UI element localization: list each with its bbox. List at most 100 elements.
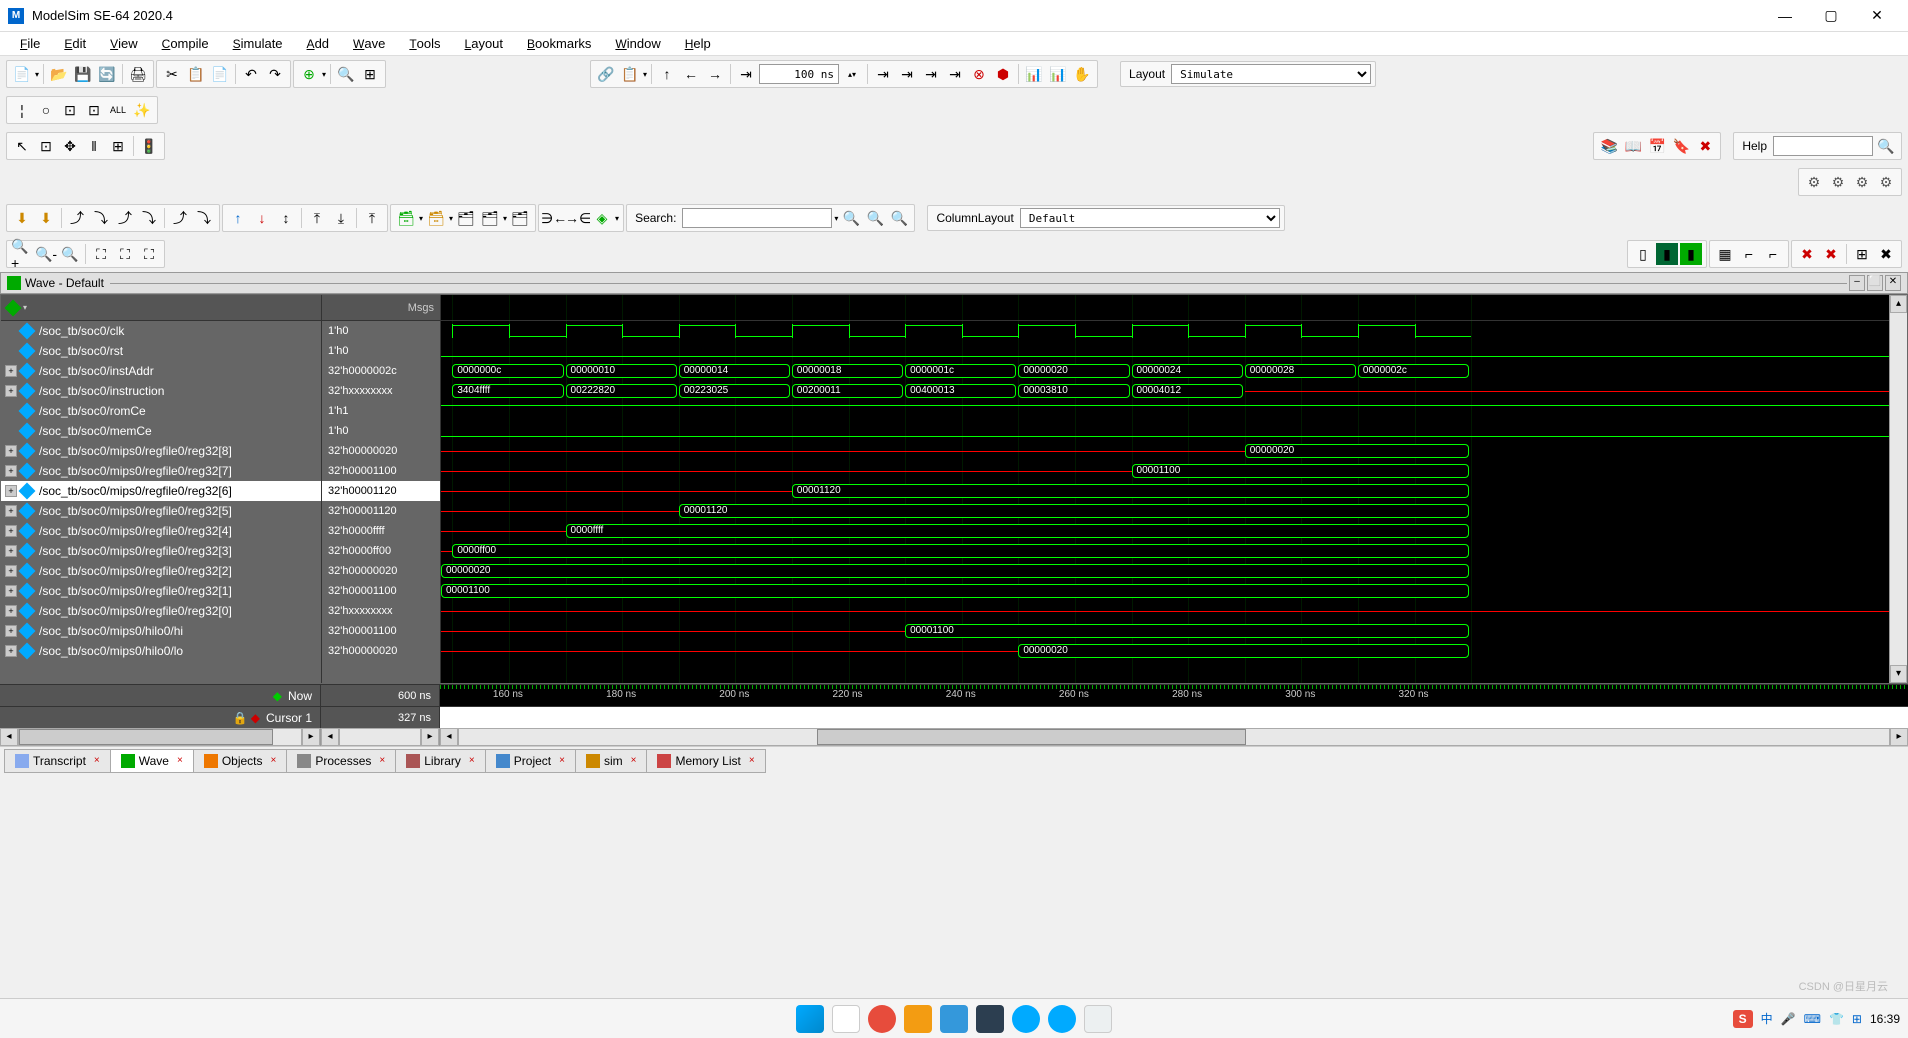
db1-icon[interactable]: 🗃: [395, 207, 417, 229]
help-search[interactable]: [1773, 136, 1873, 156]
tab-close-icon[interactable]: ×: [271, 755, 277, 766]
expand-icon[interactable]: +: [5, 445, 17, 457]
book1-icon[interactable]: 📚: [1598, 135, 1620, 157]
close-button[interactable]: ✕: [1854, 0, 1900, 32]
expand-icon[interactable]: +: [5, 505, 17, 517]
time-input[interactable]: [759, 64, 839, 84]
copy-icon[interactable]: 📋: [185, 63, 207, 85]
cursor-lock-icon[interactable]: 🔒: [233, 711, 247, 725]
gear2-icon[interactable]: ⚙: [1827, 171, 1849, 193]
signal-name-row[interactable]: +/soc_tb/soc0/mips0/regfile0/reg32[2]: [1, 561, 321, 581]
cur2-icon[interactable]: ⬇: [35, 207, 57, 229]
menu-edit[interactable]: Edit: [54, 34, 96, 53]
expand-icon[interactable]: +: [5, 605, 17, 617]
signal-name-row[interactable]: +/soc_tb/soc0/mips0/hilo0/lo: [1, 641, 321, 661]
grid-icon[interactable]: ⊞: [107, 135, 129, 157]
refresh-icon[interactable]: 🔄: [96, 63, 118, 85]
book3-icon[interactable]: 📅: [1646, 135, 1668, 157]
expand-icon[interactable]: +: [5, 485, 17, 497]
edge1-icon[interactable]: ↑: [227, 207, 249, 229]
task-app6-icon[interactable]: [1048, 1005, 1076, 1033]
task-app7-icon[interactable]: [1084, 1005, 1112, 1033]
wave-disp3-icon[interactable]: ▮: [1680, 243, 1702, 265]
sel-all-icon[interactable]: ALL: [107, 99, 129, 121]
db2-icon[interactable]: 🗃: [425, 207, 447, 229]
find-prev-icon[interactable]: 🔍: [840, 207, 862, 229]
edge5-icon[interactable]: ⤓: [330, 207, 352, 229]
names-scroll-left-icon[interactable]: ◂: [0, 728, 18, 746]
scroll-up-icon[interactable]: ▴: [1890, 295, 1907, 313]
tab-transcript[interactable]: Transcript×: [4, 749, 111, 773]
cur4-icon[interactable]: ⤵: [90, 207, 112, 229]
add-icon[interactable]: ⊕: [298, 63, 320, 85]
zoom-out-icon[interactable]: 🔍-: [35, 243, 57, 265]
task-search-icon[interactable]: [832, 1005, 860, 1033]
menu-simulate[interactable]: Simulate: [223, 34, 293, 53]
task-app4-icon[interactable]: [976, 1005, 1004, 1033]
undo-icon[interactable]: ↶: [240, 63, 262, 85]
wave-disp2-icon[interactable]: ▮: [1656, 243, 1678, 265]
hand-icon[interactable]: ✋: [1071, 63, 1093, 85]
expand-icon[interactable]: +: [5, 525, 17, 537]
tab-project[interactable]: Project×: [485, 749, 576, 773]
zoom-c3-icon[interactable]: ⛶: [138, 243, 160, 265]
zoom-c2-icon[interactable]: ⛶: [114, 243, 136, 265]
cur7-icon[interactable]: ⤴: [169, 207, 191, 229]
edge6-icon[interactable]: ⤒: [361, 207, 383, 229]
menu-compile[interactable]: Compile: [152, 34, 219, 53]
tab-objects[interactable]: Objects×: [193, 749, 288, 773]
signal-name-row[interactable]: +/soc_tb/soc0/mips0/regfile0/reg32[3]: [1, 541, 321, 561]
wave-fmt3-icon[interactable]: ⌐: [1762, 243, 1784, 265]
db5-icon[interactable]: 🗂: [509, 207, 531, 229]
zoom-c1-icon[interactable]: ⛶: [90, 243, 112, 265]
column-layout-select[interactable]: Default: [1020, 208, 1280, 228]
wave-close-icon[interactable]: ✕: [1885, 275, 1901, 291]
signal-name-row[interactable]: +/soc_tb/soc0/mips0/regfile0/reg32[1]: [1, 581, 321, 601]
tab-processes[interactable]: Processes×: [286, 749, 396, 773]
find-next-icon[interactable]: 🔍: [864, 207, 886, 229]
gear3-icon[interactable]: ⚙: [1851, 171, 1873, 193]
menu-add[interactable]: Add: [297, 34, 339, 53]
signal-name-row[interactable]: +/soc_tb/soc0/instruction: [1, 381, 321, 401]
gear1-icon[interactable]: ⚙: [1803, 171, 1825, 193]
tab-sim[interactable]: sim×: [575, 749, 648, 773]
signal-name-row[interactable]: +/soc_tb/soc0/mips0/regfile0/reg32[8]: [1, 441, 321, 461]
spinner-icon[interactable]: ▴▾: [841, 63, 863, 85]
tab-wave[interactable]: Wave×: [110, 749, 194, 773]
cur3-icon[interactable]: ⤴: [66, 207, 88, 229]
wave-min-icon[interactable]: –: [1849, 275, 1865, 291]
sel2-icon[interactable]: ○: [35, 99, 57, 121]
signal-name-row[interactable]: +/soc_tb/soc0/mips0/regfile0/reg32[6]: [1, 481, 321, 501]
task-app2-icon[interactable]: [904, 1005, 932, 1033]
taskbar-time[interactable]: 16:39: [1870, 1012, 1900, 1026]
redo-icon[interactable]: ↷: [264, 63, 286, 85]
ime-indicator[interactable]: S: [1733, 1010, 1753, 1028]
plot-scroll-left-icon[interactable]: ◂: [440, 728, 458, 746]
expand-icon[interactable]: +: [5, 625, 17, 637]
wave-disp1-icon[interactable]: ▯: [1632, 243, 1654, 265]
print-icon[interactable]: 🖨: [127, 63, 149, 85]
open-icon[interactable]: 📂: [48, 63, 70, 85]
book4-icon[interactable]: 🔖: [1670, 135, 1692, 157]
step-icon[interactable]: ⇥: [735, 63, 757, 85]
trace2-icon[interactable]: →∈: [567, 207, 589, 229]
find-opts-icon[interactable]: 🔍: [888, 207, 910, 229]
start-icon[interactable]: [796, 1005, 824, 1033]
names-scroll-right-icon[interactable]: ▸: [302, 728, 320, 746]
tab-close-icon[interactable]: ×: [469, 755, 475, 766]
edge3-icon[interactable]: ↕: [275, 207, 297, 229]
list-icon[interactable]: 📋: [619, 63, 641, 85]
sel-clear-icon[interactable]: ✨: [131, 99, 153, 121]
wave-hscroll[interactable]: ◂ ▸ ◂ ▸ ◂ ▸: [0, 728, 1908, 746]
tab-memory-list[interactable]: Memory List×: [646, 749, 765, 773]
wave-fmt1-icon[interactable]: ▦: [1714, 243, 1736, 265]
tray-icon3[interactable]: 👕: [1829, 1012, 1844, 1026]
tree-icon[interactable]: ⊞: [359, 63, 381, 85]
sel3-icon[interactable]: ⊡: [59, 99, 81, 121]
edge2-icon[interactable]: ↓: [251, 207, 273, 229]
cursor-op1-icon[interactable]: ⊞: [1851, 243, 1873, 265]
cur6-icon[interactable]: ⤵: [138, 207, 160, 229]
stop-icon[interactable]: ⬢: [992, 63, 1014, 85]
help-find-icon[interactable]: 🔍: [1875, 135, 1897, 157]
search-input[interactable]: [682, 208, 832, 228]
